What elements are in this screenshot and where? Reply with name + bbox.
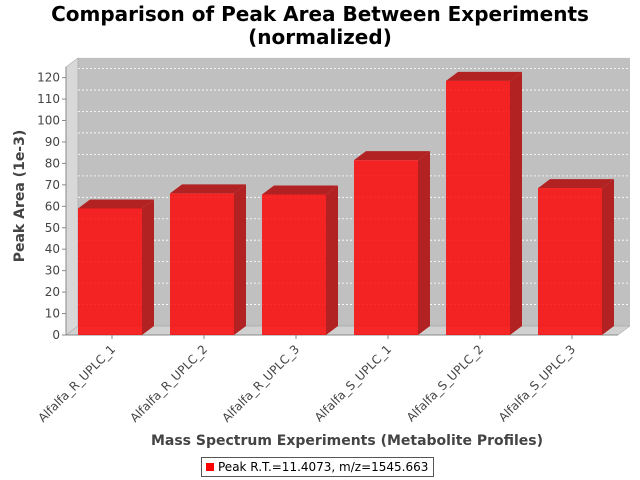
y-tick-label: 50 — [45, 221, 60, 235]
y-tick-label: 40 — [45, 242, 60, 256]
y-tick-label: 80 — [45, 156, 60, 170]
y-axis-label: Peak Area (1e-3) — [12, 130, 28, 263]
y-tick-label: 60 — [45, 199, 60, 213]
bar-top — [78, 199, 154, 209]
chart-title: Comparison of Peak Area Between Experime… — [0, 3, 640, 49]
y-tick-label: 0 — [52, 328, 60, 342]
bar-side — [326, 185, 338, 335]
bar — [446, 71, 522, 335]
x-tick-label: Alfalfa_R_UPLC_1 — [35, 342, 118, 425]
x-tick-label: Alfalfa_R_UPLC_2 — [127, 342, 210, 425]
y-tick-label: 10 — [45, 307, 60, 321]
bar-side — [142, 199, 154, 335]
y-tick-label: 120 — [37, 71, 60, 85]
legend: Peak R.T.=11.4073, m/z=1545.663 — [201, 457, 435, 477]
bar-top — [170, 184, 246, 194]
bar — [78, 199, 154, 335]
bar-side — [602, 179, 614, 335]
x-tick-label: Alfalfa_R_UPLC_3 — [219, 342, 302, 425]
legend-label: Peak R.T.=11.4073, m/z=1545.663 — [218, 460, 429, 474]
bar-front — [262, 194, 326, 335]
bar-top — [538, 179, 614, 189]
bar-side — [418, 151, 430, 335]
y-tick-label: 110 — [37, 92, 60, 106]
plot-side-wall — [65, 57, 79, 336]
y-tick-label: 90 — [45, 135, 60, 149]
y-tick-label: 100 — [37, 114, 60, 128]
bar-front — [354, 160, 418, 335]
y-tick-label: 20 — [45, 285, 60, 299]
bar-top — [262, 185, 338, 195]
y-tick-label: 30 — [45, 264, 60, 278]
y-tick-label: 70 — [45, 178, 60, 192]
x-tick-label: Alfalfa_S_UPLC_2 — [404, 342, 486, 424]
bar — [538, 179, 614, 335]
x-axis-label: Mass Spectrum Experiments (Metabolite Pr… — [151, 433, 543, 449]
bar-side — [510, 71, 522, 335]
bar-top — [354, 151, 430, 161]
bars — [78, 71, 614, 335]
chart-title-line-1: Comparison of Peak Area Between Experime… — [51, 2, 589, 26]
bar-front — [78, 208, 142, 335]
x-tick-label: Alfalfa_S_UPLC_1 — [312, 342, 394, 424]
x-tick-label: Alfalfa_S_UPLC_3 — [496, 342, 578, 424]
bar — [354, 151, 430, 335]
bar-front — [170, 193, 234, 335]
bar-front — [446, 80, 510, 335]
bar-side — [234, 184, 246, 335]
bar — [262, 185, 338, 335]
bar — [170, 184, 246, 335]
bar-top — [446, 71, 522, 81]
bar-front — [538, 188, 602, 335]
legend-swatch — [206, 463, 214, 471]
chart-title-line-2: (normalized) — [248, 25, 392, 49]
